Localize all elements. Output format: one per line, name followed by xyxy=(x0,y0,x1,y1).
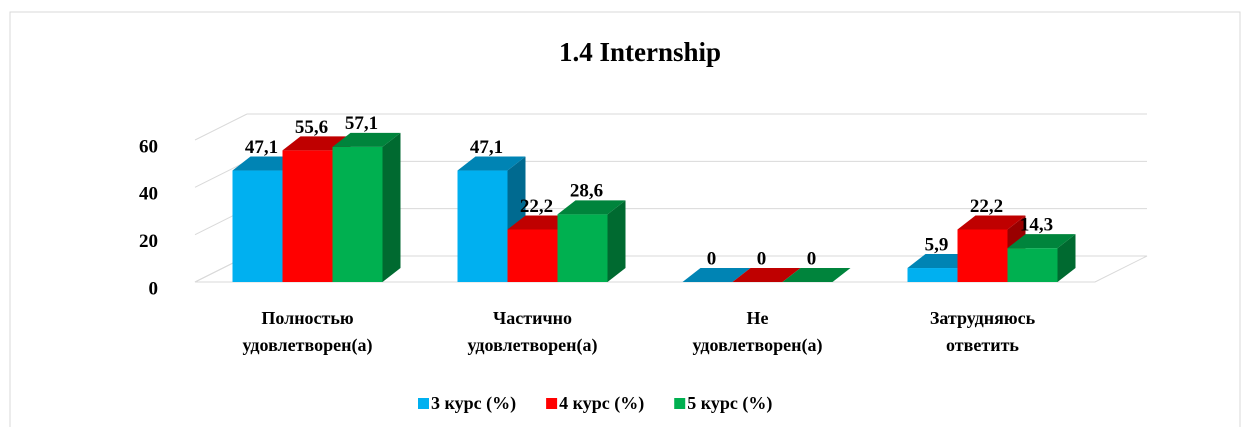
data-label: 57,1 xyxy=(345,113,378,134)
bar-side xyxy=(607,200,626,282)
y-tick-label: 60 xyxy=(139,136,158,157)
bar xyxy=(282,150,333,282)
legend-swatch xyxy=(418,398,429,409)
bar xyxy=(907,268,958,282)
legend-label: 4 курс (%) xyxy=(559,393,644,414)
bar-side xyxy=(382,132,401,282)
bar xyxy=(507,229,558,282)
bar-top xyxy=(457,156,526,171)
bar-3d xyxy=(557,200,626,282)
grid-side xyxy=(194,160,248,188)
x-tick-label: Полностью xyxy=(261,308,354,328)
bar xyxy=(1007,248,1058,282)
bar xyxy=(232,170,283,282)
bar-3d xyxy=(332,132,401,282)
x-tick-label: удовлетворен(а) xyxy=(243,335,373,356)
data-label: 47,1 xyxy=(470,137,503,158)
bar-top xyxy=(332,132,401,147)
data-label: 47,1 xyxy=(245,137,278,158)
x-tick-label: Не xyxy=(747,308,769,328)
data-label: 22,2 xyxy=(970,196,1003,217)
data-label: 0 xyxy=(807,248,817,269)
bar-3d xyxy=(782,268,851,282)
y-tick-label: 40 xyxy=(139,184,158,205)
x-tick-label: удовлетворен(а) xyxy=(693,335,823,356)
x-tick-label: удовлетворен(а) xyxy=(468,335,598,356)
data-label: 22,2 xyxy=(520,196,553,217)
chart-title: 1.4 Internship xyxy=(559,37,721,67)
legend-label: 3 курс (%) xyxy=(431,393,516,414)
data-label: 28,6 xyxy=(570,181,603,202)
data-label: 0 xyxy=(707,248,717,269)
legend-swatch xyxy=(674,398,686,409)
bar-top xyxy=(957,215,1026,230)
y-tick-label: 0 xyxy=(149,278,159,299)
x-tick-label: ответить xyxy=(946,335,1019,355)
bar-top xyxy=(1007,234,1076,249)
x-tick-label: Затрудняюсь xyxy=(930,308,1036,328)
legend-label: 5 курс (%) xyxy=(687,393,772,414)
data-label: 55,6 xyxy=(295,117,328,138)
bar-top xyxy=(782,268,851,282)
data-label: 14,3 xyxy=(1020,215,1053,236)
bar xyxy=(557,214,608,282)
bar-top xyxy=(732,268,801,282)
bar xyxy=(957,229,1008,282)
bar xyxy=(457,170,508,282)
bar-3d xyxy=(1007,234,1076,282)
bar-top xyxy=(682,268,751,282)
grid-side xyxy=(194,113,248,141)
data-label: 5,9 xyxy=(925,234,949,255)
bar xyxy=(332,146,383,282)
legend-swatch xyxy=(546,398,558,409)
y-tick-label: 20 xyxy=(139,231,158,252)
bar-3d xyxy=(732,268,801,282)
bar-3d xyxy=(682,268,751,282)
data-label: 0 xyxy=(757,248,767,269)
bar-top xyxy=(557,200,626,215)
bar-side xyxy=(1057,234,1076,282)
x-tick-label: Частично xyxy=(493,308,572,328)
